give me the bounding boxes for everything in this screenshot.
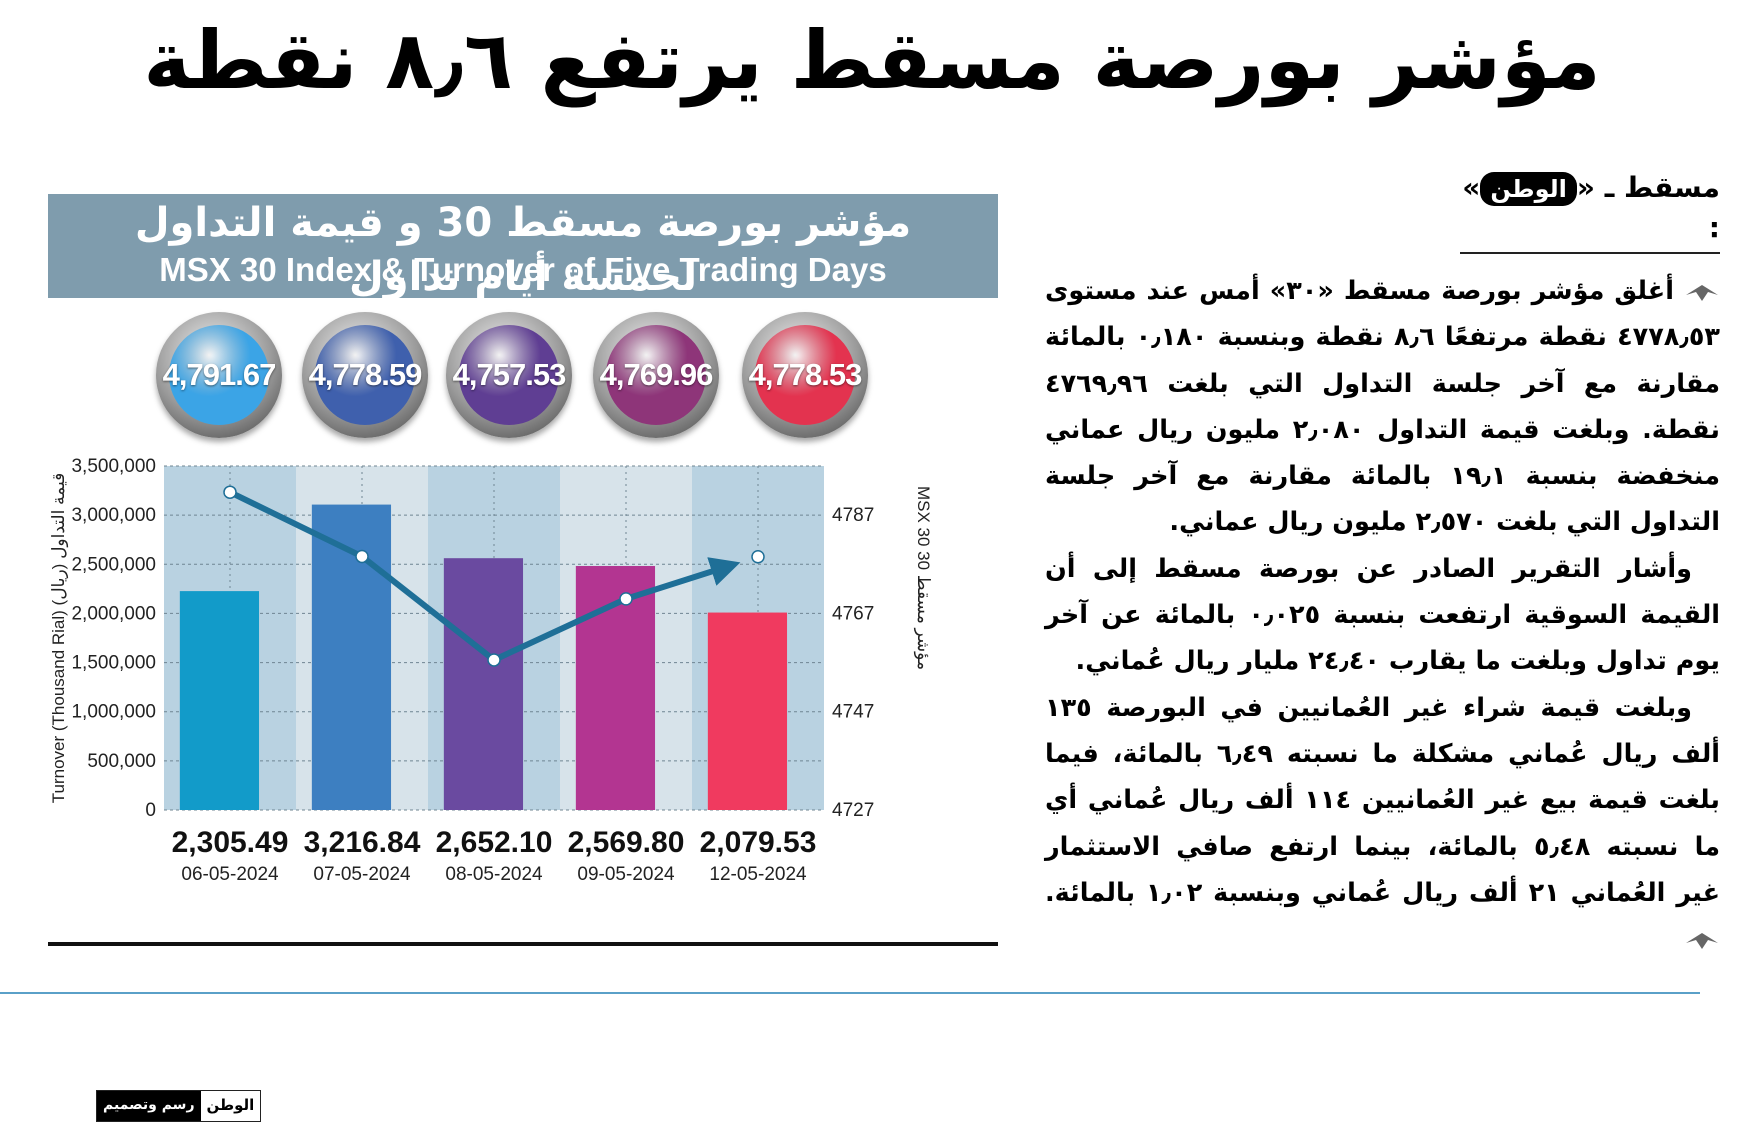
article-text-1: أغلق مؤشر بورصة مسقط «٣٠» أمس عند مستوى …: [1045, 276, 1720, 538]
turnover-bar: [179, 591, 260, 810]
y-tick-left: 1,000,000: [71, 702, 156, 723]
dateline: مسقط ـ «الوطن» :: [1460, 168, 1720, 254]
y-tick-left: 1,500,000: [71, 653, 156, 674]
y-tick-left: 500,000: [87, 751, 156, 772]
infographic-title-box: مؤشر بورصة مسقط 30 و قيمة التداول لخمسة …: [48, 194, 998, 300]
turnover-value-label: 2,079.53: [700, 826, 817, 859]
article-body: أغلق مؤشر بورصة مسقط «٣٠» أمس عند مستوى …: [1045, 268, 1720, 962]
newspaper-logo: الوطن: [1480, 172, 1577, 206]
y-tick-left: 2,500,000: [71, 554, 156, 575]
index-bubble-3: 4,757.53: [446, 312, 572, 438]
headline: مؤشر بورصة مسقط يرتفع ٨٫٦ نقطة: [143, 14, 1601, 107]
index-bubble-value: 4,778.59: [309, 325, 422, 425]
index-point: [751, 550, 765, 564]
design-credit: رسم وتصميم الوطن: [96, 1090, 262, 1122]
turnover-bar: [707, 612, 788, 810]
index-bubble-value: 4,757.53: [453, 325, 566, 425]
infographic-title-english: MSX 30 Index & Turnover of Five Trading …: [159, 251, 887, 288]
date-label: 08-05-2024: [445, 864, 543, 885]
turnover-bar: [311, 504, 392, 810]
bird-icon: [1685, 285, 1718, 301]
y-tick-left: 3,000,000: [71, 505, 156, 526]
date-label: 12-05-2024: [709, 864, 807, 885]
index-point: [487, 653, 501, 667]
index-point: [223, 485, 237, 499]
index-bubble-5: 4,778.53: [742, 312, 868, 438]
index-bubble-2: 4,778.59: [302, 312, 428, 438]
date-label: 07-05-2024: [313, 864, 411, 885]
turnover-value-label: 3,216.84: [304, 826, 421, 859]
infographic-bottom-rule: [48, 942, 998, 946]
article-paragraph-1: أغلق مؤشر بورصة مسقط «٣٠» أمس عند مستوى …: [1045, 268, 1720, 546]
index-bubble-value: 4,769.96: [600, 325, 713, 425]
turnover-value-label: 2,652.10: [436, 826, 553, 859]
y-tick-right: 4787: [832, 505, 874, 526]
dateline-end: » :: [1462, 171, 1720, 244]
y-axis-label-left: Turnover (Thousand Rial) قيمة التداول (ر…: [49, 473, 69, 803]
credit-text: رسم وتصميم: [97, 1091, 201, 1121]
bird-end-icon: [1686, 933, 1718, 950]
y-tick-right: 4747: [832, 702, 874, 723]
y-tick-left: 2,000,000: [71, 603, 156, 624]
page-bottom-line: [0, 992, 1700, 994]
y-tick-right: 4767: [832, 603, 874, 624]
article-text-3: وبلغت قيمة شراء غير العُمانيين في البورص…: [1045, 692, 1721, 908]
index-bubble-value: 4,791.67: [163, 325, 276, 425]
y-tick-left: 0: [145, 800, 156, 821]
y-tick-left: 3,500,000: [71, 456, 156, 477]
date-label: 06-05-2024: [181, 864, 279, 885]
index-bubble-1: 4,791.67: [156, 312, 282, 438]
date-label: 09-05-2024: [577, 864, 675, 885]
y-axis-label-right: MSX 30 مؤشر مسقط 30: [913, 486, 933, 670]
turnover-value-label: 2,305.49: [172, 826, 289, 859]
index-bubble-4: 4,769.96: [593, 312, 719, 438]
index-point: [619, 592, 633, 606]
article-paragraph-3: وبلغت قيمة شراء غير العُمانيين في البورص…: [1045, 685, 1720, 963]
article-paragraph-2: وأشار التقرير الصادر عن بورصة مسقط إلى أ…: [1045, 553, 1721, 677]
credit-brand-logo: الوطن: [200, 1091, 261, 1121]
turnover-bar: [443, 558, 524, 810]
infographic: مؤشر بورصة مسقط 30 و قيمة التداول لخمسة …: [48, 194, 998, 1122]
index-bubble-value: 4,778.53: [749, 325, 862, 425]
infographic-title-arabic: مؤشر بورصة مسقط 30 و قيمة التداول لخمسة …: [134, 200, 912, 300]
turnover-value-label: 2,569.80: [568, 826, 685, 859]
dateline-city: مسقط ـ «: [1576, 171, 1720, 204]
turnover-index-chart: 0 500,000 1,000,000 1,500,000 2,000,000 2,500…: [49, 456, 933, 885]
index-point: [355, 549, 369, 564]
y-tick-right: 4727: [832, 800, 874, 821]
